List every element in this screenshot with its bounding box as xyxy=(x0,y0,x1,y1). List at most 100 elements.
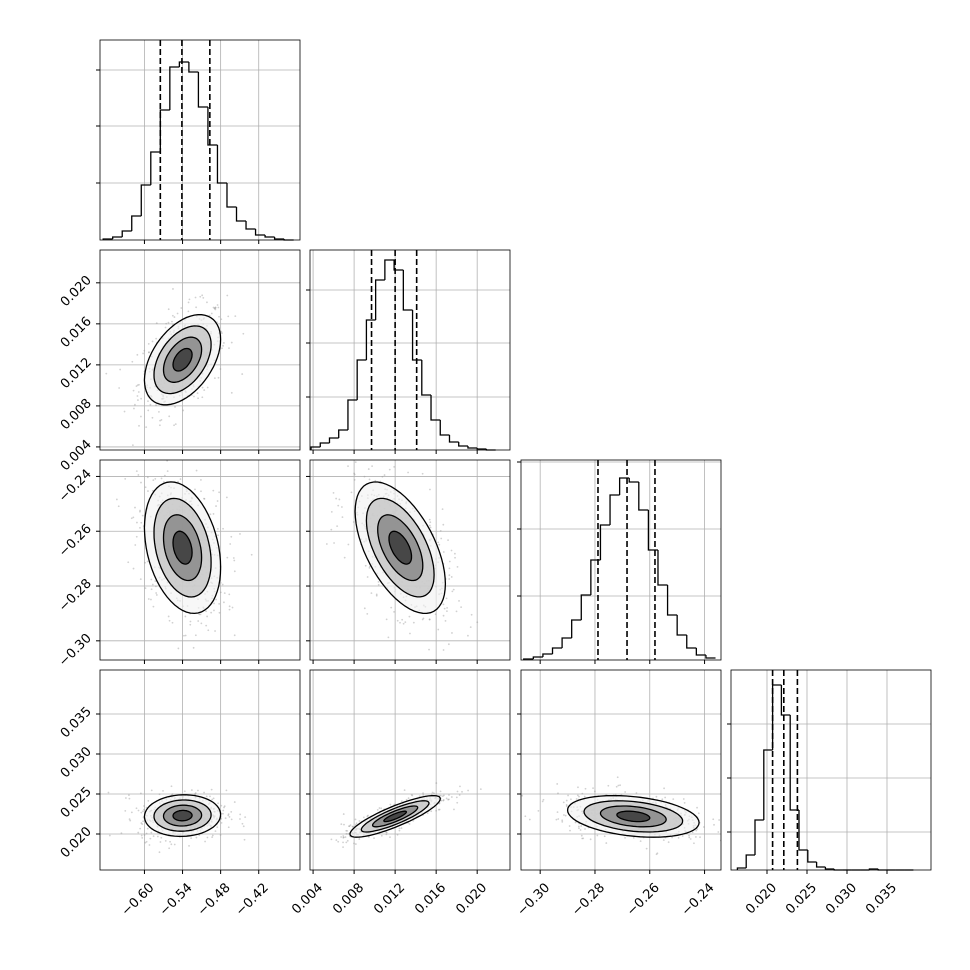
sample-point xyxy=(330,838,333,841)
sample-point xyxy=(632,836,635,839)
sample-point xyxy=(580,834,583,837)
sample-point xyxy=(725,814,727,816)
sample-point xyxy=(340,823,343,826)
sample-point xyxy=(174,423,177,426)
sample-point xyxy=(694,836,697,838)
sample-point xyxy=(693,842,695,845)
sample-point xyxy=(150,578,153,581)
sample-point xyxy=(147,598,150,600)
sample-point xyxy=(358,443,360,445)
sample-point xyxy=(216,304,219,306)
sample-point xyxy=(367,468,370,470)
sample-point xyxy=(211,798,214,801)
sample-point xyxy=(137,474,140,476)
histogram-bar xyxy=(356,359,367,400)
sample-point xyxy=(146,476,149,479)
histogram-bar xyxy=(745,854,755,868)
sample-point xyxy=(589,838,592,841)
histogram-bar xyxy=(338,429,348,438)
sample-point xyxy=(130,811,133,814)
sample-point xyxy=(345,832,348,835)
sample-point xyxy=(143,349,146,352)
sample-point xyxy=(233,801,236,803)
histogram-bar xyxy=(789,715,799,811)
sample-point xyxy=(451,632,453,634)
sample-point xyxy=(724,838,726,840)
sample-point xyxy=(176,312,179,315)
sample-point xyxy=(429,526,432,529)
sample-point xyxy=(596,834,599,837)
sample-point xyxy=(380,834,383,837)
y-tick-label: 0.025 xyxy=(58,784,95,821)
sample-point xyxy=(645,847,648,850)
histogram-bar xyxy=(532,656,543,659)
y-tick-label: 0.012 xyxy=(58,355,95,392)
sample-point xyxy=(718,819,721,821)
sample-point xyxy=(222,809,225,812)
sample-point xyxy=(351,825,354,828)
sample-point xyxy=(400,800,403,803)
sample-point xyxy=(206,836,209,839)
sample-point xyxy=(198,834,201,837)
sample-point xyxy=(375,593,378,596)
panel-frame xyxy=(730,669,932,871)
sample-point xyxy=(712,818,715,821)
sample-point xyxy=(144,587,147,590)
sample-point xyxy=(155,404,157,407)
sample-point xyxy=(459,785,461,788)
sample-point xyxy=(401,618,404,621)
sample-point xyxy=(352,521,355,523)
sample-point xyxy=(187,301,190,304)
x-tick-label: −0.30 xyxy=(514,880,553,919)
sample-point xyxy=(154,580,157,582)
sample-point xyxy=(607,784,610,787)
sample-point xyxy=(205,795,208,798)
sample-point xyxy=(570,798,572,801)
sample-point xyxy=(428,648,430,651)
sample-point xyxy=(136,521,138,524)
sample-point xyxy=(140,397,143,400)
sample-point xyxy=(655,795,658,798)
sample-point xyxy=(144,486,147,489)
sample-point xyxy=(225,789,228,792)
sample-point xyxy=(410,793,413,796)
sample-point xyxy=(581,837,584,840)
sample-point xyxy=(321,444,323,446)
sample-point xyxy=(580,825,583,827)
sample-point xyxy=(343,556,346,559)
x-tick-label: 0.008 xyxy=(330,880,367,917)
sample-point xyxy=(128,818,131,821)
sample-point xyxy=(358,838,361,841)
sample-point xyxy=(132,567,135,570)
histogram-bar xyxy=(448,435,459,443)
sample-point xyxy=(220,332,223,334)
sample-point xyxy=(699,836,701,839)
histogram-bar xyxy=(686,635,697,649)
sample-point xyxy=(190,789,193,791)
sample-point xyxy=(140,811,143,814)
sample-point xyxy=(138,424,140,427)
histogram-bar xyxy=(638,482,649,511)
sample-point xyxy=(241,373,244,375)
sample-point xyxy=(458,600,460,602)
sample-point xyxy=(442,799,445,801)
histogram-bar xyxy=(798,810,808,851)
contour xyxy=(383,810,408,823)
histogram-bar xyxy=(771,684,782,750)
y-tick-label: −0.30 xyxy=(56,631,95,670)
sample-point xyxy=(141,514,144,517)
sample-point xyxy=(228,605,231,608)
sample-point xyxy=(197,789,199,792)
y-tick-label: 0.020 xyxy=(58,824,95,861)
panel xyxy=(321,443,479,651)
sample-point xyxy=(439,794,442,797)
sample-point xyxy=(461,790,463,793)
sample-point xyxy=(173,316,176,318)
sample-point xyxy=(206,301,208,304)
sample-point xyxy=(128,797,131,800)
histogram-bar xyxy=(763,749,773,820)
y-tick-label: 0.016 xyxy=(58,314,95,351)
sample-point xyxy=(428,618,431,621)
sample-point xyxy=(441,795,444,798)
sample-point xyxy=(220,818,223,820)
